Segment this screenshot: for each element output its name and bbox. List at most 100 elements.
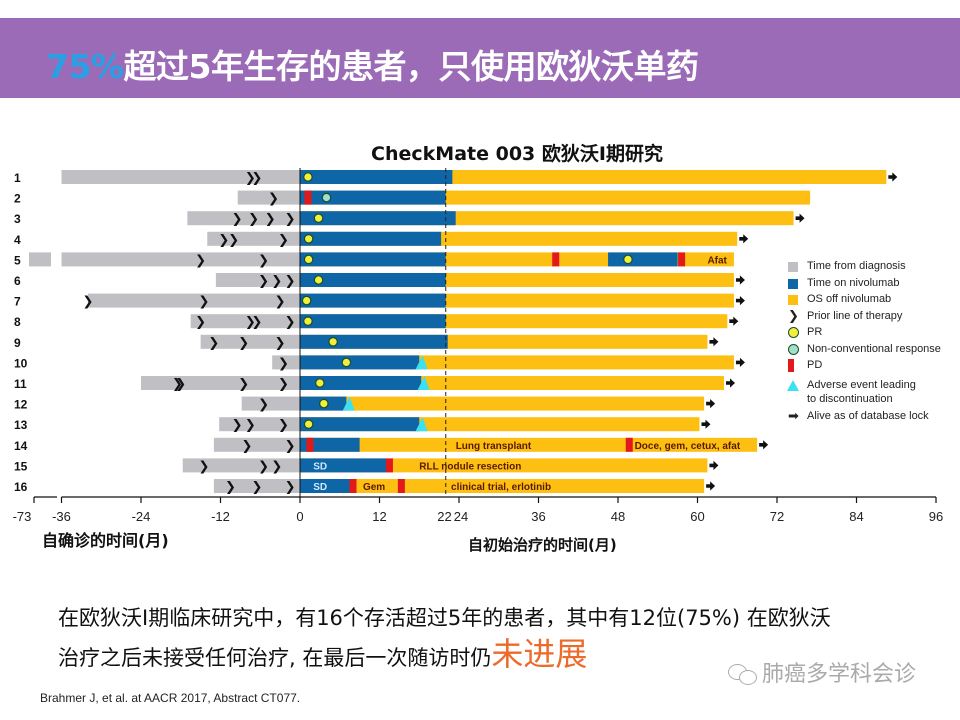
- pr-marker: [328, 336, 338, 347]
- title-banner: 75%超过5年生存的患者，只使用欧狄沃单药: [0, 18, 960, 98]
- pr-marker: [303, 419, 314, 429]
- prior-line-chevron: ❯: [268, 191, 279, 207]
- legend-item-time-on-nivolumab: Time on nivolumab: [788, 275, 941, 292]
- nivolumab-bar: [608, 252, 678, 267]
- pr-marker: [341, 357, 352, 368]
- row-label: 14: [14, 439, 28, 453]
- patient-row-7: 7 ❯ ❯ ❯: [14, 293, 745, 310]
- alive-arrow: [706, 399, 716, 409]
- citation: Brahmer J, et al. at AACR 2017, Abstract…: [40, 691, 301, 705]
- legend-swatch-orange: [788, 295, 798, 305]
- bar-annotation: SD: [313, 482, 327, 493]
- chart-title: CheckMate 003 欧狄沃I期研究: [371, 142, 663, 165]
- row-label: 5: [14, 253, 21, 267]
- chevron-icon: ❯: [788, 307, 799, 323]
- row-label: 4: [14, 233, 21, 247]
- row-label: 1: [14, 171, 21, 185]
- prior-line-chevron: ❯: [245, 170, 256, 186]
- nivolumab-bar: [300, 273, 446, 287]
- diagnosis-bar: [213, 437, 300, 452]
- os-off-nivolumab-bar: [300, 396, 705, 411]
- bar-annotation: RLL nodule resection: [419, 461, 521, 472]
- legend-label: Adverse event leading to discontinuation: [807, 378, 916, 405]
- adverse-event-marker: [342, 396, 355, 411]
- prior-line-chevron: ❯: [218, 232, 229, 248]
- nivolumab-bar: [300, 458, 387, 473]
- patient-row-16: 16 ❯ ❯ ❯ SD Gem clinical trial, erlotinib: [14, 479, 716, 495]
- alive-arrow: [709, 337, 719, 347]
- pd-marker: [304, 190, 312, 205]
- x-tick-label: 48: [611, 509, 625, 524]
- adverse-event-marker: [415, 355, 428, 370]
- x-tick-label: 24: [454, 509, 468, 524]
- nivolumab-bar: [300, 355, 420, 370]
- nivolumab-bar: [300, 293, 446, 308]
- adverse-event-marker: [415, 417, 428, 432]
- bar-annotation: Gem: [363, 482, 385, 493]
- patient-row-12: 12 ❯: [14, 396, 716, 413]
- prior-line-chevron: ❯: [238, 335, 249, 351]
- pd-marker: [306, 437, 314, 452]
- alive-arrow: [739, 234, 749, 244]
- patient-row-8: 8 ❯ ❯❯ ❯: [14, 314, 739, 330]
- patient-row-10: 10 ❯: [14, 355, 745, 371]
- x-tick-label: 12: [372, 509, 386, 524]
- pr-marker: [303, 316, 313, 326]
- prior-line-chevron: ❯: [285, 438, 296, 454]
- diagnosis-bar: [187, 211, 300, 226]
- legend-item-adverse-event: Adverse event leading to discontinuation: [787, 374, 941, 408]
- patient-row-15: 15 ❯ ❯ ❯ SD RLL nodule resection: [14, 458, 719, 474]
- prior-line-chevron: ❯: [232, 211, 243, 227]
- row-label: 15: [14, 459, 28, 473]
- legend-label: Prior line of therapy: [807, 309, 903, 322]
- legend-label: OS off nivolumab: [807, 293, 892, 305]
- x-tick-label: -73: [13, 509, 32, 524]
- x-axis-label-left: 自确诊的时间(月): [42, 531, 169, 550]
- prior-line-chevron: ❯: [258, 458, 269, 474]
- patient-row-4: 4 ❯ ❯ ❯: [14, 231, 749, 248]
- prior-line-chevron: ❯: [285, 479, 296, 495]
- legend-label: Non-conventional response: [807, 342, 941, 355]
- legend-item-pr: PR: [788, 324, 941, 341]
- caption-emphasis: 未进展: [491, 635, 588, 673]
- pr-marker: [303, 234, 314, 244]
- alive-arrow: [709, 460, 719, 471]
- caption-line-2: 治疗之后未接受任何治疗, 在最后一次随访时仍未进展: [58, 636, 831, 676]
- row-label: 13: [14, 418, 28, 432]
- x-tick-label: 0: [296, 509, 303, 524]
- row-label: 2: [14, 192, 21, 206]
- patient-row-2: 2 ❯: [14, 190, 811, 207]
- row-label: 9: [14, 336, 21, 350]
- row-label: 3: [14, 212, 21, 226]
- prior-line-chevron: ❯: [265, 211, 276, 227]
- x-tick-label: 36: [531, 509, 545, 524]
- legend-label: Alive as of database lock: [807, 409, 929, 422]
- prior-line-chevron: ❯: [245, 314, 256, 330]
- alive-arrow: [729, 316, 739, 326]
- prior-line-chevron: ❯: [232, 417, 243, 433]
- legend-item-os-off-nivolumab: OS off nivolumab: [788, 291, 941, 308]
- row-label: 10: [14, 356, 28, 370]
- diagnosis-bar: [190, 314, 300, 329]
- adverse-event-marker: [417, 376, 430, 390]
- prior-line-chevron: ❯: [275, 294, 286, 310]
- prior-line-chevron: ❯: [245, 417, 256, 433]
- prior-line-chevron: ❯: [198, 294, 209, 310]
- nivolumab-bar: [300, 314, 446, 329]
- nivolumab-bar: [300, 417, 420, 432]
- x-axis-label-right: 自初始治疗的时间(月): [468, 536, 617, 554]
- pr-marker: [303, 254, 314, 265]
- swimmer-chart: CheckMate 003 欧狄沃I期研究 1 ❯❯2 ❯3 ❯ ❯ ❯ ❯4 ❯ ❯ ❯5 ❯ ❯ A…: [13, 142, 944, 554]
- legend-label: PD: [807, 359, 823, 371]
- nivolumab-bar: [300, 190, 446, 205]
- legend-item-pd: PD: [788, 357, 941, 374]
- title-text: 超过5年生存的患者，只使用欧狄沃单药: [123, 47, 699, 86]
- prior-line-chevron: ❯: [278, 376, 289, 392]
- x-tick-label: 72: [770, 509, 784, 524]
- patient-row-11: 11 ❯❯ ❯ ❯: [14, 376, 735, 392]
- pd-marker: [397, 479, 405, 493]
- prior-line-chevron: ❯: [278, 232, 289, 248]
- diagnosis-bar-break-segment: [29, 252, 51, 267]
- slide-title: 75%超过5年生存的患者，只使用欧狄沃单药: [46, 40, 699, 88]
- patient-row-9: 9 ❯ ❯ ❯: [14, 334, 719, 351]
